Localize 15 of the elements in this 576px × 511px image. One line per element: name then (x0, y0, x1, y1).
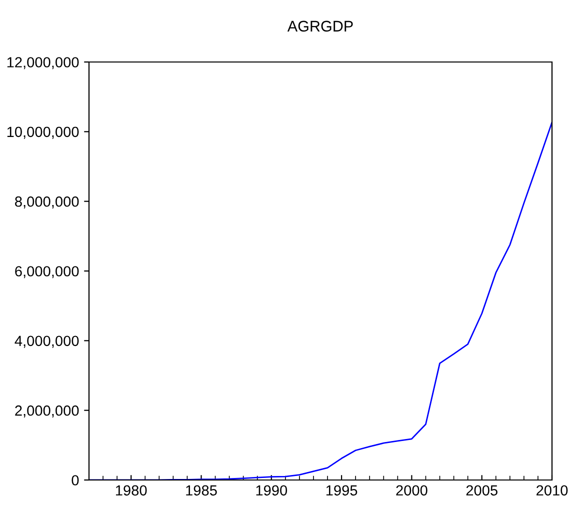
x-tick-label: 1990 (256, 485, 288, 496)
y-tick-label: 6,000,000 (15, 266, 79, 278)
chart-title: AGRGDP (287, 20, 353, 32)
x-tick-label: 1985 (186, 485, 217, 496)
x-tick-label: 2005 (466, 485, 498, 496)
y-tick-label: 8,000,000 (15, 196, 79, 208)
y-tick-label: 12,000,000 (7, 57, 79, 70)
y-tick-label: 0 (72, 475, 79, 486)
y-tick-label: 10,000,000 (7, 126, 79, 139)
x-tick-label: 1995 (326, 485, 358, 496)
y-tick-label: 2,000,000 (15, 405, 79, 418)
x-tick-label: 2010 (536, 485, 568, 496)
x-tick-label: 1980 (116, 485, 147, 496)
x-tick-label: 2000 (396, 485, 428, 496)
y-tick-label: 4,000,000 (14, 336, 79, 348)
